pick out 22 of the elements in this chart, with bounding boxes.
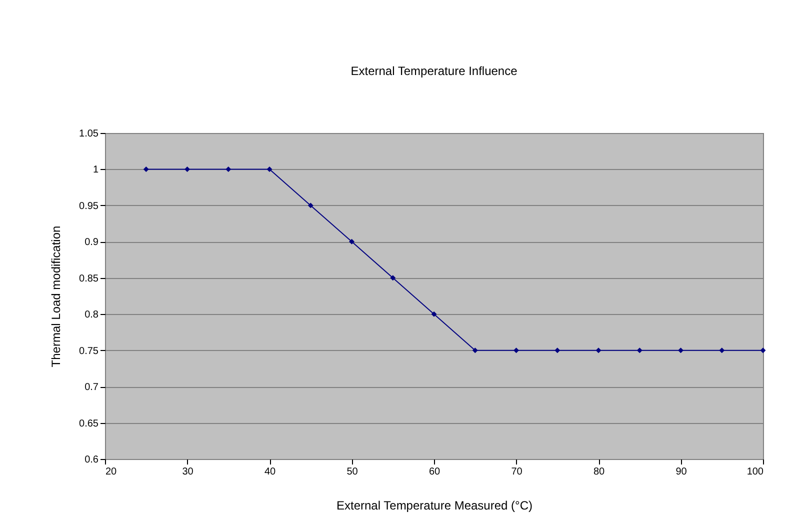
- y-tick-label: 0.85: [79, 273, 99, 284]
- y-axis-title: Thermal Load modification: [49, 226, 64, 368]
- y-tick-label: 0.75: [79, 346, 99, 357]
- x-tick-label: 50: [346, 466, 358, 478]
- x-tick-label: 90: [676, 466, 688, 478]
- y-tick-label: 0.9: [84, 237, 99, 248]
- y-tick-label: 0.7: [84, 382, 99, 394]
- y-tick-label: 0.65: [79, 418, 99, 430]
- x-tick-label: 30: [182, 466, 194, 478]
- x-tick-label: 60: [428, 466, 440, 478]
- x-tick-label: 40: [264, 466, 276, 478]
- y-tick-label: 1: [92, 164, 99, 176]
- y-tick-label: 0.8: [84, 310, 99, 321]
- x-tick-label: 70: [511, 466, 523, 478]
- x-tick-label: 80: [593, 466, 605, 478]
- y-tick-label: 1.05: [79, 128, 99, 140]
- x-tick-label: 20: [106, 466, 118, 478]
- y-tick-label: 0.6: [84, 454, 99, 466]
- chart-title: External Temperature Influence: [350, 64, 518, 78]
- y-tick-label: 0.95: [79, 200, 99, 212]
- x-axis-title: External Temperature Measured (°C): [336, 498, 532, 512]
- x-tick-label: 100: [746, 466, 764, 478]
